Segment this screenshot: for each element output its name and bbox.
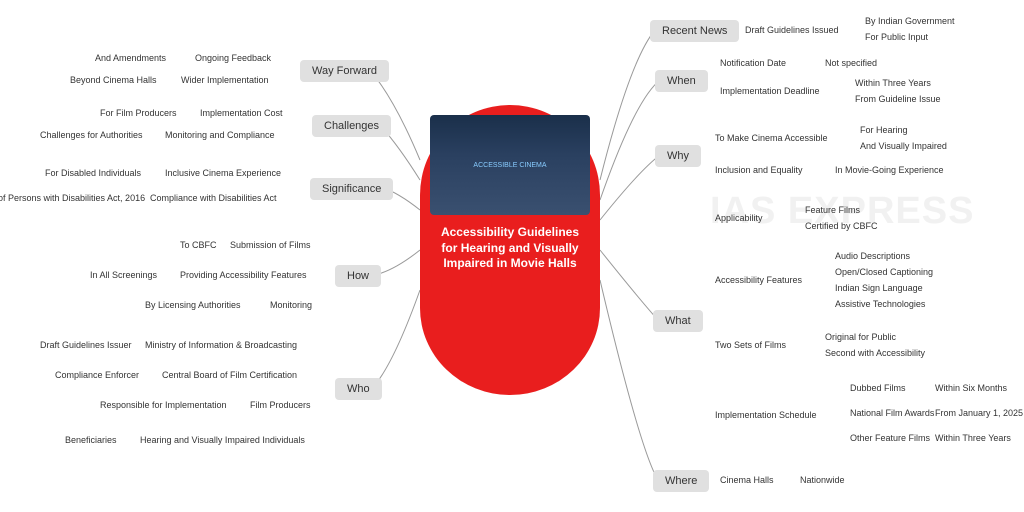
leaf-wider-impl: Wider Implementation [181,75,269,85]
leaf-orig-public: Original for Public [825,332,896,342]
leaf-impl-deadline: Implementation Deadline [720,86,820,96]
leaf-natl-film-awards: National Film Awards [850,408,934,418]
leaf-not-specified: Not specified [825,58,877,68]
branch-challenges: Challenges [312,115,391,137]
leaf-rights-persons-2016: Rights of Persons with Disabilities Act,… [0,193,145,203]
branch-why: Why [655,145,701,167]
leaf-draft-guidelines: Draft Guidelines Issued [745,25,839,35]
leaf-nationwide: Nationwide [800,475,845,485]
leaf-chall-authorities: Challenges for Authorities [40,130,143,140]
leaf-and-vis-impaired: And Visually Impaired [860,141,947,151]
leaf-to-cbfc: To CBFC [180,240,217,250]
leaf-compliance-enforcer: Compliance Enforcer [55,370,139,380]
leaf-indian-sign: Indian Sign Language [835,283,923,293]
leaf-draft-issuer: Draft Guidelines Issuer [40,340,132,350]
branch-recent-news: Recent News [650,20,739,42]
leaf-in-movie-going: In Movie-Going Experience [835,165,944,175]
center-image: ACCESSIBLE CINEMA [430,115,590,215]
branch-significance: Significance [310,178,393,200]
leaf-second-access: Second with Accessibility [825,348,925,358]
leaf-from-guideline-issue: From Guideline Issue [855,94,941,104]
leaf-inclusive-cinema: Inclusive Cinema Experience [165,168,281,178]
leaf-film-producers: Film Producers [250,400,311,410]
leaf-cinema-halls: Cinema Halls [720,475,774,485]
leaf-for-film-prod: For Film Producers [100,108,177,118]
leaf-applicability: Applicability [715,213,763,223]
leaf-providing-access: Providing Accessibility Features [180,270,307,280]
leaf-access-features: Accessibility Features [715,275,802,285]
leaf-hearing-vis-individuals: Hearing and Visually Impaired Individual… [140,435,305,445]
leaf-comp-disabilities-act: Compliance with Disabilities Act [150,193,277,203]
leaf-cert-cbfc: Certified by CBFC [805,221,878,231]
leaf-inclusion-equality: Inclusion and Equality [715,165,803,175]
leaf-to-make-accessible: To Make Cinema Accessible [715,133,828,143]
leaf-closed-cap: Open/Closed Captioning [835,267,933,277]
leaf-dubbed-films: Dubbed Films [850,383,906,393]
leaf-resp-impl: Responsible for Implementation [100,400,227,410]
leaf-within-six: Within Six Months [935,383,1007,393]
leaf-from-jan-2025: From January 1, 2025 [935,408,1023,418]
leaf-ministry-ib: Ministry of Information & Broadcasting [145,340,297,350]
leaf-and-amendments: And Amendments [95,53,166,63]
leaf-within-3y: Within Three Years [935,433,1011,443]
leaf-for-hearing: For Hearing [860,125,908,135]
leaf-mon-compliance: Monitoring and Compliance [165,130,275,140]
leaf-impl-schedule: Implementation Schedule [715,410,817,420]
leaf-for-disabled: For Disabled Individuals [45,168,141,178]
leaf-submission-films: Submission of Films [230,240,311,250]
leaf-cbfc: Central Board of Film Certification [162,370,297,380]
branch-when: When [655,70,708,92]
leaf-audio-desc: Audio Descriptions [835,251,910,261]
center-title: Accessibility Guidelines for Hearing and… [435,225,585,272]
leaf-two-sets: Two Sets of Films [715,340,786,350]
leaf-ongoing-feedback: Ongoing Feedback [195,53,271,63]
leaf-monitoring: Monitoring [270,300,312,310]
leaf-other-feature: Other Feature Films [850,433,930,443]
leaf-public-input: For Public Input [865,32,928,42]
leaf-beyond-cinema: Beyond Cinema Halls [70,75,157,85]
leaf-impl-cost: Implementation Cost [200,108,283,118]
branch-way-forward: Way Forward [300,60,389,82]
leaf-within-three-years: Within Three Years [855,78,931,88]
leaf-feature-films: Feature Films [805,205,860,215]
branch-what: What [653,310,703,332]
leaf-assistive-tech: Assistive Technologies [835,299,925,309]
leaf-notification-date: Notification Date [720,58,786,68]
leaf-beneficiaries: Beneficiaries [65,435,117,445]
branch-where: Where [653,470,709,492]
leaf-by-indian-gov: By Indian Government [865,16,955,26]
branch-how: How [335,265,381,287]
branch-who: Who [335,378,382,400]
leaf-in-all-screenings: In All Screenings [90,270,157,280]
center-node: ACCESSIBLE CINEMA Accessibility Guidelin… [420,105,600,395]
leaf-by-licensing: By Licensing Authorities [145,300,241,310]
